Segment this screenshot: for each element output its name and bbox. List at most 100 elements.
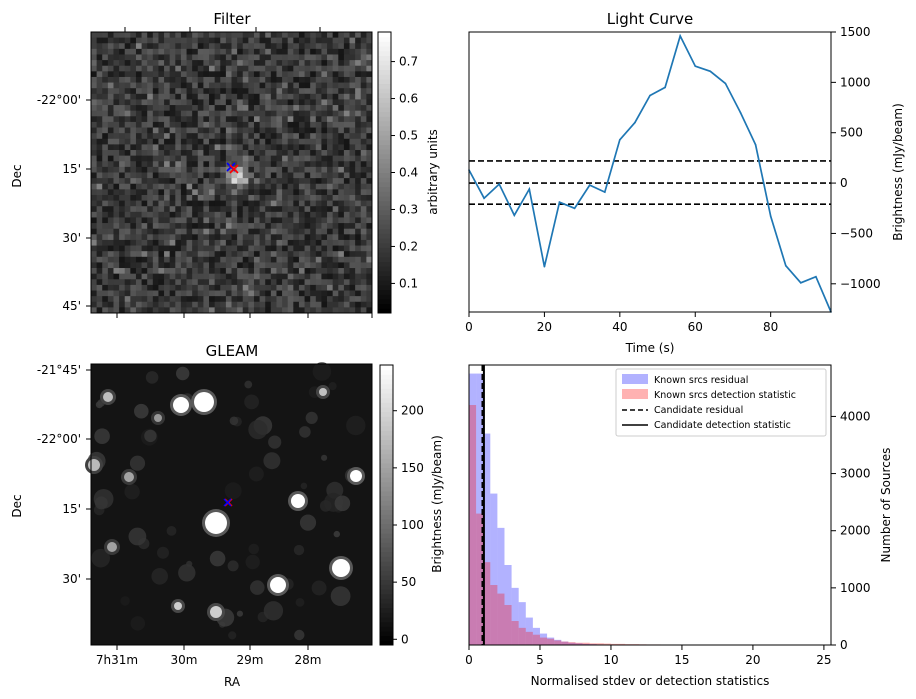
filter-colorbar-tick-label: 0.2 (399, 239, 418, 253)
filter-y-ticks: -22°00' 15' 30' 45' (37, 27, 373, 318)
legend-label-detection: Known srcs detection statistic (654, 390, 796, 401)
histogram-x-tick-label: 10 (603, 653, 618, 667)
filter-y-tick-label: 45' (62, 299, 81, 313)
gleam-frame (90, 363, 373, 646)
histogram-bar-detection (525, 631, 533, 645)
histogram-bar-residual (504, 565, 512, 645)
gleam-faint-source (91, 548, 110, 568)
filter-frame (90, 31, 373, 314)
histogram-bar-residual (568, 642, 576, 645)
lightcurve-ylabel: Brightness (mJy/beam) (891, 103, 905, 241)
gleam-faint-source (224, 482, 242, 500)
histogram-y-tick-label: 4000 (840, 409, 871, 423)
histogram-bar-residual (582, 643, 590, 645)
gleam-colorbar: 0 50 100 150 200 (379, 364, 424, 646)
gleam-faint-source (330, 586, 351, 606)
histogram-bar-detection (589, 643, 597, 645)
gleam-source (194, 392, 214, 412)
lightcurve-x-tick-label: 20 (537, 320, 552, 334)
lightcurve-x-ticks: 0 20 40 60 80 (465, 312, 778, 334)
lightcurve-x-tick-label: 80 (763, 320, 778, 334)
gleam-y-tick-label: 15' (62, 502, 81, 516)
lightcurve-xlabel: Time (s) (625, 341, 675, 355)
histogram-panel: 0 5 10 15 20 25 0 1000 2000 3000 4000 Normalised … (465, 364, 893, 688)
gleam-marker-blue (223, 498, 232, 507)
gleam-faint-source (293, 544, 305, 556)
lightcurve-point (558, 201, 561, 203)
histogram-x-tick-label: 5 (536, 653, 544, 667)
filter-colorbar-tick-label: 0.3 (399, 202, 418, 216)
gleam-colorbar-tick-label: 50 (401, 575, 416, 589)
histogram-bar-detection (476, 513, 484, 645)
histogram-bar-detection (539, 637, 548, 645)
lightcurve-y-tick-label: 1500 (840, 25, 871, 39)
gleam-x-ticks: 7h31m 30m 29m 28m (96, 645, 321, 667)
gleam-source (319, 388, 327, 396)
histogram-bar-detection (469, 405, 477, 645)
gleam-faint-source (157, 546, 169, 559)
lightcurve-y-tick-label: −500 (840, 226, 873, 240)
histogram-bar-residual (575, 643, 583, 645)
histogram-bar-detection (582, 642, 590, 645)
gleam-faint-source (248, 466, 264, 482)
lightcurve-point (724, 82, 727, 85)
gleam-markers (223, 498, 233, 507)
lightcurve-title: Light Curve (607, 10, 693, 28)
histogram-bar-detection (547, 638, 555, 645)
histogram-x-tick-label: 0 (465, 653, 473, 667)
gleam-source (124, 472, 134, 482)
gleam-faint-source (209, 550, 226, 567)
gleam-faint-source (346, 415, 366, 436)
gleam-faint-source (145, 371, 159, 384)
histogram-bar-detection (490, 585, 498, 645)
gleam-faint-source (166, 526, 177, 536)
filter-y-tick-label: 15' (62, 162, 81, 176)
gleam-source (270, 577, 286, 593)
gleam-x-tick-label: 7h31m (96, 653, 138, 667)
histogram-bar-detection (511, 621, 519, 645)
gleam-x-tick-label: 29m (237, 653, 264, 667)
lightcurve-point (483, 197, 485, 199)
filter-colorbar-tick-label: 0.1 (399, 276, 418, 290)
gleam-title: GLEAM (206, 342, 259, 360)
gleam-faint-source (94, 496, 108, 510)
gleam-faint-source (124, 484, 140, 500)
gleam-source (154, 414, 162, 422)
histogram-x-ticks: 0 5 10 15 20 25 (465, 645, 832, 667)
histogram-bar-detection (554, 640, 562, 645)
gleam-panel: GLEAM -21°45' -22°00' 15' 30' 7h31m 30m 29m 28… (10, 342, 444, 689)
gleam-source (210, 606, 222, 618)
gleam-colorbar-tick-label: 100 (401, 518, 424, 532)
gleam-colorbar-tick-label: 150 (401, 461, 424, 475)
gleam-faint-source (134, 403, 149, 419)
lightcurve-point (588, 184, 591, 186)
gleam-source (173, 397, 189, 413)
histogram-bar-residual (518, 602, 526, 645)
filter-panel: Filter -22°00' 15' 30' 45' Dec 0.1 0.2 0.3 0.4… (10, 10, 440, 318)
gleam-faint-source (228, 631, 237, 640)
histogram-y-tick-label: 3000 (840, 467, 871, 481)
gleam-faint-source (229, 416, 239, 426)
gleam-source (332, 559, 350, 577)
gleam-source (107, 542, 117, 552)
histogram-y-tick-label: 2000 (840, 524, 871, 538)
gleam-faint-source (249, 580, 265, 595)
gleam-faint-source (128, 527, 147, 546)
gleam-x-tick-label: 30m (171, 653, 198, 667)
lightcurve-point (513, 214, 516, 217)
histogram-bar-residual (469, 373, 477, 645)
gleam-faint-source (300, 482, 308, 490)
gleam-faint-source (120, 596, 130, 606)
gleam-colorbar-label: Brightness (mJy/beam) (430, 435, 444, 573)
gleam-xlabel: RA (224, 675, 241, 689)
filter-colorbar-tick-label: 0.5 (399, 129, 418, 143)
lightcurve-point (543, 265, 546, 268)
gleam-faint-source (178, 564, 196, 582)
gleam-colorbar-tick-label: 0 (401, 632, 409, 646)
gleam-source (205, 512, 227, 534)
gleam-source (174, 602, 182, 610)
histogram-bar-detection (483, 562, 491, 645)
gleam-colorbar-tick-label: 200 (401, 404, 424, 418)
lightcurve-point (694, 65, 697, 67)
